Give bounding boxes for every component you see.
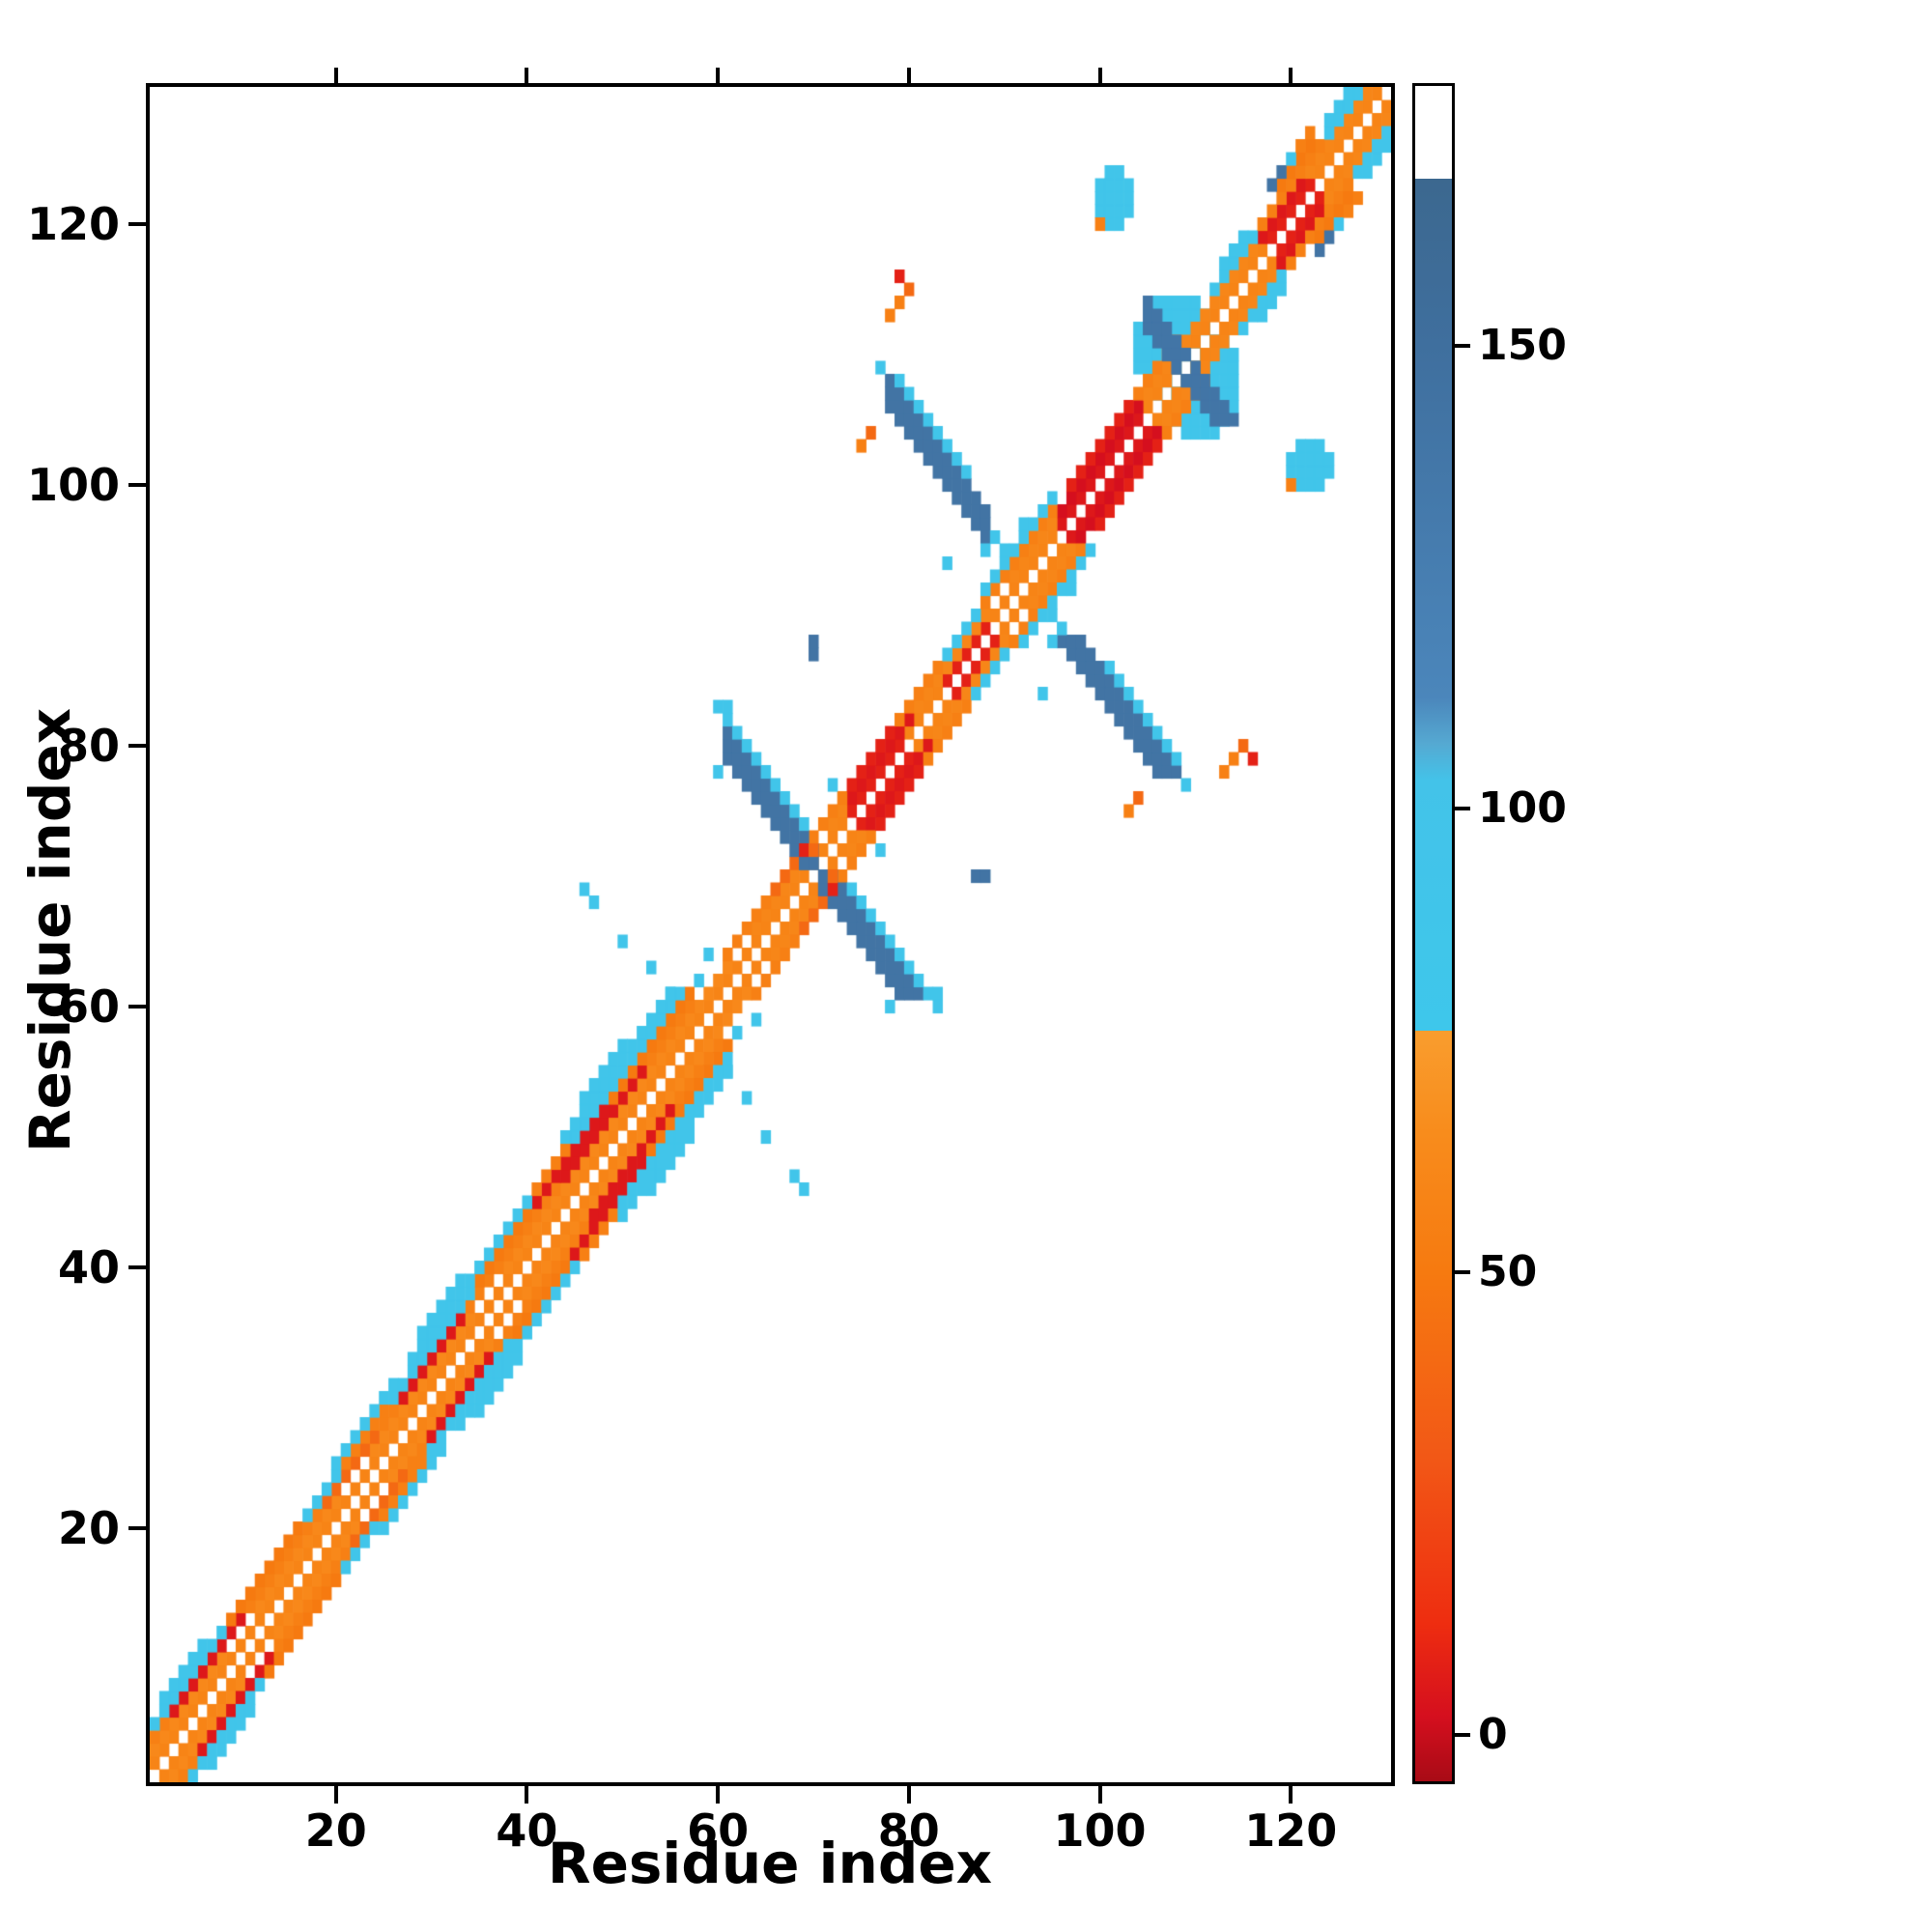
x-tick-top (525, 68, 529, 83)
x-tick (716, 1786, 721, 1804)
colorbar-tick-label: 150 (1478, 320, 1567, 370)
plot-area (146, 83, 1395, 1786)
colorbar-tick (1455, 807, 1470, 811)
contact-map-canvas (150, 87, 1391, 1782)
x-tick-label: 80 (877, 1804, 940, 1857)
x-tick (906, 1786, 911, 1804)
y-tick (128, 482, 146, 487)
x-tick (525, 1786, 529, 1804)
y-tick (128, 1264, 146, 1269)
x-tick-top (906, 68, 911, 83)
colorbar-tick-label: 100 (1478, 783, 1567, 834)
y-tick-label: 120 (26, 197, 120, 250)
x-tick-top (1289, 68, 1293, 83)
colorbar-tick (1455, 1269, 1470, 1274)
colorbar-tick (1455, 343, 1470, 348)
x-tick-label: 40 (496, 1804, 558, 1857)
x-tick-label: 100 (1053, 1804, 1147, 1857)
y-tick (128, 221, 146, 226)
colorbar-tick-label: 50 (1478, 1246, 1538, 1296)
y-axis-label: Residue index (17, 707, 83, 1153)
x-tick (333, 1786, 338, 1804)
colorbar-tick-label: 0 (1478, 1710, 1508, 1760)
y-tick-label: 20 (57, 1501, 120, 1554)
x-tick-top (1097, 68, 1102, 83)
colorbar-tick (1455, 1733, 1470, 1738)
y-tick (128, 743, 146, 748)
x-tick-top (716, 68, 721, 83)
y-tick-label: 40 (57, 1240, 120, 1293)
x-axis-label: Residue index (547, 1831, 993, 1896)
y-tick (128, 1004, 146, 1009)
x-tick (1289, 1786, 1293, 1804)
y-tick-label: 80 (57, 719, 120, 772)
y-tick-label: 100 (26, 458, 120, 511)
x-tick-label: 60 (687, 1804, 750, 1857)
x-tick-top (333, 68, 338, 83)
x-tick-label: 20 (304, 1804, 367, 1857)
colorbar (1412, 83, 1455, 1784)
y-tick-label: 60 (57, 980, 120, 1033)
y-tick (128, 1525, 146, 1530)
x-tick-label: 120 (1244, 1804, 1338, 1857)
x-tick (1097, 1786, 1102, 1804)
